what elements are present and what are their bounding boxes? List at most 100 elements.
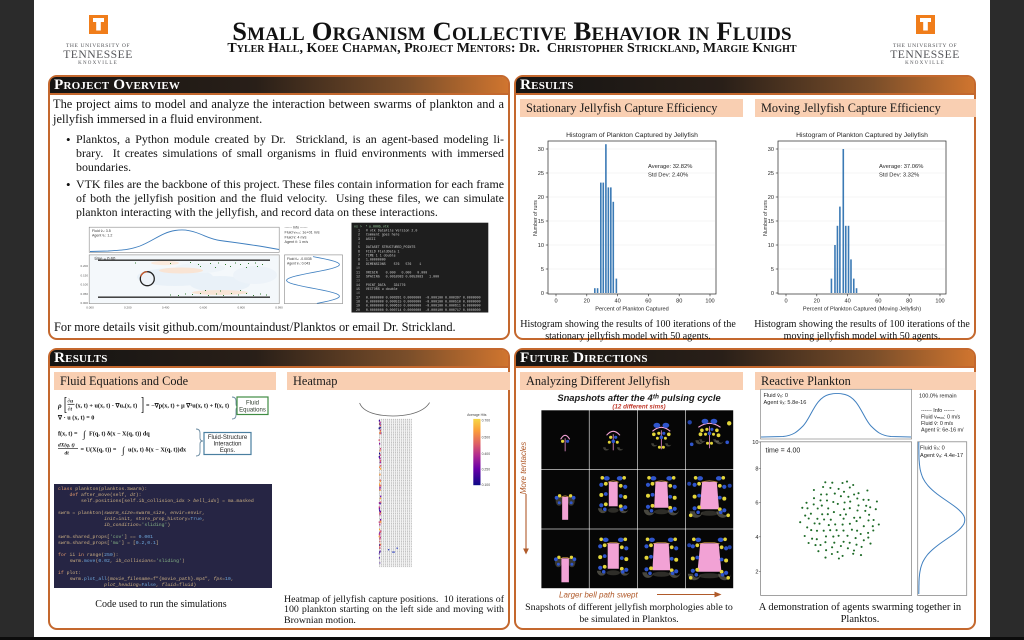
svg-text:8 1.00000000: 8 1.00000000 — [354, 258, 386, 262]
svg-text:16: 16 — [354, 291, 360, 295]
svg-text:0.500: 0.500 — [482, 436, 491, 440]
svg-text:11 ORIGIN 0.000 0.000: 11 ORIGIN 0.000 0.000 0.000 — [354, 270, 427, 274]
svg-text:6 FIELD FieldData 1: 6 FIELD FieldData 1 — [354, 249, 400, 253]
svg-text:time = 4.00: time = 4.00 — [766, 448, 801, 455]
svg-text:30: 30 — [538, 147, 544, 153]
svg-text:30: 30 — [768, 147, 774, 153]
svg-text:25: 25 — [538, 171, 544, 177]
svg-text:f(x, t) =: f(x, t) = — [58, 431, 78, 438]
svg-text:∂t: ∂t — [68, 407, 73, 413]
svg-text:∇ · u (x, t) = 0: ∇ · u (x, t) = 0 — [57, 415, 94, 422]
svg-text:∂u: ∂u — [68, 399, 74, 405]
svg-text:6: 6 — [755, 501, 758, 507]
svg-text:Fluid vₘₒₓ: 1e+01 m/s: Fluid vₘₒₓ: 1e+01 m/s — [285, 231, 320, 235]
svg-text:2: 2 — [755, 569, 758, 575]
svg-text:0.050: 0.050 — [80, 292, 88, 296]
svg-text:80: 80 — [676, 299, 682, 305]
svg-text:= U(X(q, t)) =: = U(X(q, t)) = — [81, 447, 117, 454]
svg-text:u(x, t) δ(x − X(q, t))dx: u(x, t) δ(x − X(q, t))dx — [128, 447, 187, 454]
svg-text:0.250: 0.250 — [482, 468, 491, 472]
svg-text:0: 0 — [541, 291, 544, 297]
svg-text:Fluid v̄ₓ: 3.5: Fluid v̄ₓ: 3.5 — [92, 229, 111, 233]
svg-text:4: 4 — [354, 241, 360, 245]
svg-text:Agent v̄ₔ: 0.043: Agent v̄ₔ: 0.043 — [287, 262, 310, 266]
svg-text:0.800: 0.800 — [237, 306, 245, 310]
svg-text:Average Hits: Average Hits — [467, 413, 487, 417]
svg-text:2 Comment goes here: 2 Comment goes here — [354, 233, 400, 237]
svg-text:60: 60 — [645, 299, 651, 305]
svg-text:dX(q, t): dX(q, t) — [58, 442, 75, 449]
svg-text:0.150: 0.150 — [80, 273, 88, 277]
svg-text:0: 0 — [771, 291, 774, 297]
svg-text:100.0% remain: 100.0% remain — [919, 394, 957, 400]
svg-text:1 # vtk DataFile Version 2.0: 1 # vtk DataFile Version 2.0 — [354, 228, 417, 232]
svg-text:20: 20 — [538, 195, 544, 201]
svg-text:14 POINT_DATA 331776: 14 POINT_DATA 331776 — [354, 283, 405, 287]
svg-text:Fluid v̄ₓ: 0: Fluid v̄ₓ: 0 — [764, 393, 789, 399]
svg-text:8: 8 — [755, 466, 758, 472]
svg-text:Fluid v̄ₔ: 0: Fluid v̄ₔ: 0 — [920, 446, 945, 452]
svg-text:15: 15 — [768, 219, 774, 225]
svg-text:Percent of Plankton Captured (: Percent of Plankton Captured (Moving Jel… — [803, 307, 921, 313]
svg-text:Fluid: Fluid — [246, 401, 259, 407]
svg-text:= −∇p(x, t) + μ ∇²u(x, t) + f(: = −∇p(x, t) + μ ∇²u(x, t) + f(x, t) — [146, 403, 229, 410]
svg-text:Average: 37.06%: Average: 37.06% — [879, 164, 923, 170]
svg-text:10: 10 — [354, 266, 360, 270]
svg-text:0.990: 0.990 — [275, 306, 283, 310]
svg-text:0: 0 — [784, 299, 787, 305]
svg-text:Agent v̄: 1 m/s: Agent v̄: 1 m/s — [285, 240, 309, 244]
svg-text:Agent v̄ₓ: 5.8e-16: Agent v̄ₓ: 5.8e-16 — [764, 400, 807, 406]
svg-text:20: 20 — [814, 299, 820, 305]
svg-text:Histogram of Plankton Captured: Histogram of Plankton Captured by Jellyf… — [566, 132, 698, 139]
svg-text:5: 5 — [771, 267, 774, 273]
svg-text:20: 20 — [584, 299, 590, 305]
svg-text:Fluid-Structure: Fluid-Structure — [208, 435, 248, 441]
svg-text:0: 0 — [554, 299, 557, 305]
svg-text:40: 40 — [614, 299, 620, 305]
svg-text:More tentacles: More tentacles — [519, 442, 528, 494]
svg-text:Agent v̄ₔ: 4.4e-17: Agent v̄ₔ: 4.4e-17 — [920, 453, 963, 459]
svg-text:0.600: 0.600 — [200, 306, 208, 310]
svg-text:Agent v̄ₓ: 1.2: Agent v̄ₓ: 1.2 — [92, 234, 112, 238]
svg-text:20: 20 — [768, 195, 774, 201]
svg-text:0.100: 0.100 — [80, 283, 88, 287]
svg-text:9 DIMENSIONS 576 576: 9 DIMENSIONS 576 576 1 — [354, 262, 421, 266]
svg-text:∫: ∫ — [121, 447, 126, 457]
svg-text:------ Info ------: ------ Info ------ — [285, 226, 309, 230]
svg-text:60: 60 — [875, 299, 881, 305]
svg-text:Std Dev: 2.40%: Std Dev: 2.40% — [648, 173, 688, 179]
svg-text:25: 25 — [768, 171, 774, 177]
svg-text:10: 10 — [538, 243, 544, 249]
svg-text:0.000: 0.000 — [86, 306, 94, 310]
svg-text:time = 0.60: time = 0.60 — [95, 256, 117, 261]
svg-text:Agent v̄: 6e-16 m/: Agent v̄: 6e-16 m/ — [921, 428, 964, 434]
svg-text:3 ASCII: 3 ASCII — [354, 237, 376, 241]
svg-text:Snapshots after the 4ᵗʰ pulsin: Snapshots after the 4ᵗʰ pulsing cycle — [557, 392, 720, 403]
svg-text:(x, t) + u(x, t) · ∇uₓ(x, t): (x, t) + u(x, t) · ∇uₓ(x, t) — [76, 403, 138, 410]
svg-text:dt: dt — [65, 451, 70, 457]
svg-text:Equations: Equations — [239, 408, 266, 414]
svg-text:17 0.0000000 0.000391 0.0000: 17 0.0000000 0.000391 0.0000000 -0.00010… — [354, 295, 481, 299]
svg-text:80: 80 — [906, 299, 912, 305]
svg-text:0.200: 0.200 — [124, 306, 132, 310]
svg-text:0.100: 0.100 — [482, 483, 491, 487]
svg-text:∫: ∫ — [82, 431, 87, 441]
svg-text:Number of runs: Number of runs — [763, 200, 769, 236]
svg-text:100: 100 — [935, 299, 944, 305]
svg-text:20 0.0000000 0.000714 0.0000: 20 0.0000000 0.000714 0.0000000 -0.00010… — [354, 308, 481, 312]
svg-text:0.000: 0.000 — [80, 301, 88, 305]
svg-text:10: 10 — [768, 243, 774, 249]
svg-text:5 DATASET STRUCTURED_POINTS: 5 DATASET STRUCTURED_POINTS — [354, 245, 415, 249]
svg-text:4: 4 — [755, 535, 758, 541]
svg-text:Average: 32.82%: Average: 32.82% — [648, 164, 692, 170]
svg-text:Std Dev: 3.32%: Std Dev: 3.32% — [879, 173, 919, 179]
svg-text:0.200: 0.200 — [80, 264, 88, 268]
svg-text:Larger bell path swept: Larger bell path swept — [559, 591, 638, 600]
svg-text:0.400: 0.400 — [162, 306, 170, 310]
svg-text:40: 40 — [844, 299, 850, 305]
svg-text:Histogram of Plankton Captured: Histogram of Plankton Captured by Jellyf… — [796, 132, 928, 139]
svg-text:Fluid v̄: 0 m/s: Fluid v̄: 0 m/s — [921, 421, 953, 427]
svg-text:F(q, t) δ(x − X(q, t)) dq: F(q, t) δ(x − X(q, t)) dq — [89, 431, 150, 438]
svg-text:ρ: ρ — [57, 402, 62, 410]
svg-text:vs > 𝅫 u.0005.vtk: vs > 𝅫 u.0005.vtk — [354, 224, 389, 228]
